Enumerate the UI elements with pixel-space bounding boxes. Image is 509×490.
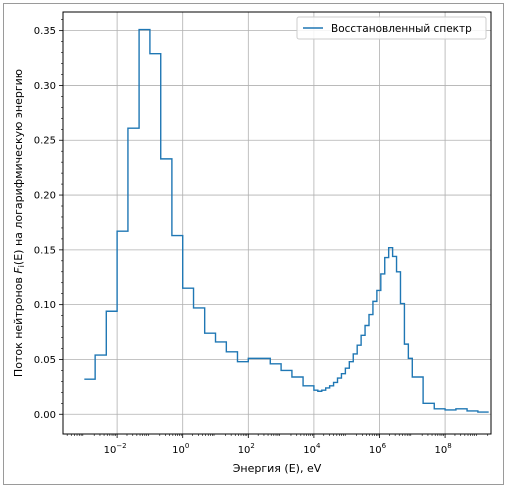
y-axis-label: Поток нейтронов Fi(E) на логарифмическую… — [12, 69, 26, 377]
legend-box — [296, 16, 487, 40]
x-tick-label: 106 — [369, 442, 387, 456]
x-tick-label: 10−2 — [104, 442, 127, 456]
x-tick-label: 108 — [434, 442, 451, 456]
y-tick-label: 0.25 — [34, 136, 56, 147]
y-tick-label: 0.30 — [34, 81, 56, 92]
y-tick-labels: 0.00 0.05 0.10 0.15 0.20 0.25 0.30 0.35 — [34, 26, 56, 421]
y-tick-label: 0.10 — [34, 300, 56, 311]
y-tick-label: 0.35 — [34, 26, 56, 37]
y-tick-label: 0.15 — [34, 245, 56, 256]
x-axis-label: Энергия (E), eV — [233, 462, 322, 475]
x-tick-label: 104 — [303, 442, 321, 456]
plot-area — [63, 12, 491, 434]
legend-entry: Восстановленный спектр — [331, 23, 472, 35]
y-tick-label: 0.20 — [34, 191, 56, 202]
y-tick-label: 0.05 — [34, 355, 56, 366]
axes-frame — [62, 11, 492, 435]
y-tick-label: 0.00 — [34, 410, 56, 421]
series-line — [84, 28, 489, 413]
series-layer — [84, 28, 489, 413]
grid — [63, 12, 491, 434]
major-ticks — [59, 30, 446, 438]
legend: Восстановленный спектр — [296, 16, 487, 40]
x-tick-label: 102 — [238, 442, 255, 456]
x-tick-label: 100 — [172, 442, 189, 456]
x-tick-labels: 10−2 100 102 104 106 108 — [104, 442, 452, 456]
